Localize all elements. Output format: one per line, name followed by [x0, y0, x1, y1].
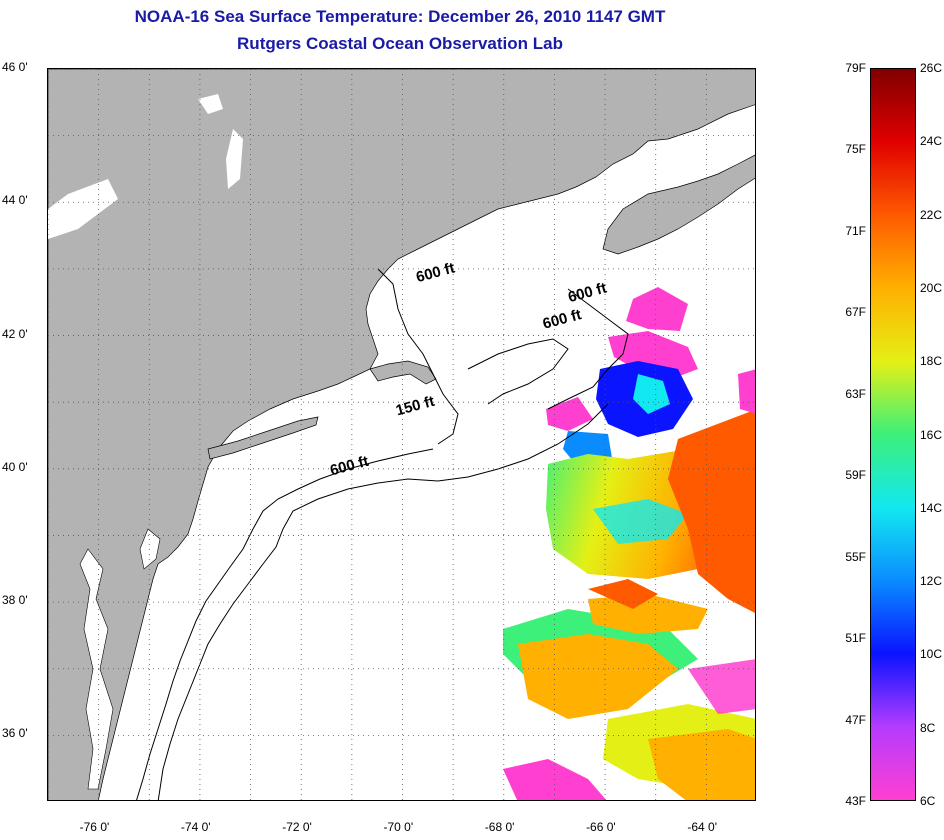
- color-scale-bar: [870, 68, 916, 801]
- contour-label: 600 ft: [328, 453, 370, 480]
- water-chesapeake: [79, 548, 114, 790]
- colorbar-label-c: 6C: [920, 794, 936, 808]
- sst-patch-cyan: [633, 374, 670, 414]
- lon-tick-label: -74 0': [180, 820, 211, 834]
- lat-tick-label: 44 0': [2, 193, 28, 208]
- land-nova-scotia: [602, 154, 755, 255]
- colorbar-label-f: 59F: [845, 468, 866, 483]
- sst-patch-south-orange-4: [588, 579, 658, 609]
- colorbar-label-c: 12C: [920, 574, 943, 589]
- land-cape-cod: [369, 360, 437, 385]
- colorbar-label-c: 14C: [920, 500, 943, 515]
- land-us-mainland: [48, 69, 755, 800]
- water-lake-3: [48, 179, 118, 239]
- sst-patch-orange-band: [668, 409, 755, 613]
- lon-tick-label: -68 0': [484, 820, 515, 834]
- colorbar-label-c: 26C: [920, 61, 943, 75]
- colorbar-label-f: 51F: [845, 631, 866, 646]
- colorbar-label-f: 71F: [845, 223, 866, 238]
- colorbar-label-f: 55F: [845, 549, 866, 564]
- contour-inner-gulf: [467, 338, 569, 405]
- colorbar-label-f: 75F: [845, 142, 866, 157]
- colorbar-label-c: 16C: [920, 427, 943, 442]
- colorbar-label-c: 10C: [920, 647, 943, 662]
- lat-tick-label: 40 0': [2, 459, 28, 474]
- water-lake-2: [226, 129, 243, 189]
- lon-tick-label: -66 0': [586, 820, 616, 834]
- lon-tick-label: -70 0': [383, 820, 414, 834]
- contour-150ft-shelf: [136, 448, 434, 800]
- lat-tick-label: 36 0': [2, 726, 28, 741]
- contour-600ft-gulf-of-maine: [377, 268, 459, 445]
- lat-tick-label: 46 0': [2, 60, 28, 74]
- chart-subtitle: Rutgers Coastal Ocean Observation Lab: [237, 34, 563, 53]
- lat-tick-label: 38 0': [2, 593, 28, 608]
- lon-tick-label: -72 0': [282, 820, 312, 834]
- sst-map: 600 ft 600 ft 600 ft 150 ft 600 ft: [47, 68, 756, 801]
- colorbar-label-f: 47F: [845, 712, 866, 727]
- lat-tick-label: 42 0': [2, 326, 28, 341]
- land-long-island: [207, 416, 319, 460]
- colorbar-label-f: 67F: [845, 305, 866, 320]
- contour-label: 150 ft: [394, 393, 436, 420]
- lon-tick-label: -76 0': [79, 820, 110, 834]
- land-layer: [48, 69, 755, 800]
- sst-patch-south-orange-1: [518, 634, 678, 719]
- colorbar-label-c: 22C: [920, 207, 943, 222]
- colorbar-label-f: 43F: [845, 794, 866, 808]
- colorbar-label-c: 8C: [920, 720, 936, 735]
- water-lake-1: [198, 94, 223, 114]
- contour-600ft-shelf-break: [157, 403, 609, 800]
- chart-title: NOAA-16 Sea Surface Temperature: Decembe…: [134, 7, 666, 26]
- sst-patch-teal: [593, 499, 688, 544]
- colorbar-label-f: 79F: [845, 61, 866, 75]
- contour-label: 600 ft: [414, 260, 456, 287]
- sst-patch-south-pink-1: [503, 759, 607, 800]
- colorbar-label-c: 20C: [920, 280, 943, 295]
- sst-patch-south-orange-2: [588, 594, 708, 634]
- sst-patch-south-pink-2: [688, 659, 755, 714]
- colorbar-label-c: 24C: [920, 134, 943, 149]
- contour-600ft-georges: [547, 288, 629, 410]
- sst-patch-south-orange-3: [648, 729, 755, 800]
- sst-data-layer: [503, 287, 755, 800]
- grid-lines: [48, 69, 755, 800]
- contour-label: 600 ft: [566, 280, 608, 307]
- sst-patch-pink-west: [546, 397, 593, 431]
- water-delaware-bay: [139, 528, 161, 570]
- sst-patch-pink-north: [626, 287, 688, 331]
- colorbar-label-f: 63F: [845, 386, 866, 401]
- colorbar-label-c: 18C: [920, 354, 943, 369]
- contour-label: 600 ft: [541, 306, 583, 333]
- lon-tick-label: -64 0': [687, 820, 717, 834]
- sst-patch-magenta-right: [738, 369, 755, 414]
